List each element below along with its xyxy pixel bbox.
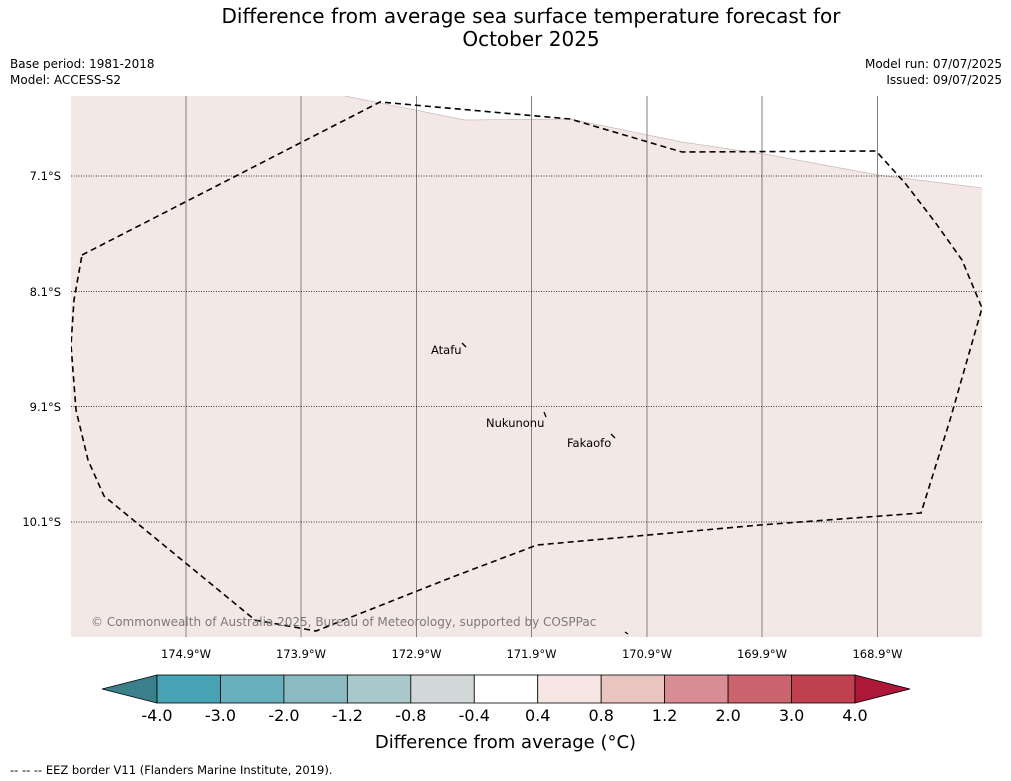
colorbar: -4.0 -3.0 -2.0 -1.2 -0.8 -0.4 0.4 0.8 1.2 2.0 3.0 4… <box>101 674 911 725</box>
lon-label: 171.9°W <box>506 647 556 661</box>
colorbar-tick-label: 0.4 <box>525 706 550 725</box>
colorbar-segment <box>346 674 412 704</box>
fakaofo-island <box>610 433 616 439</box>
base-period: Base period: 1981-2018 <box>10 57 155 71</box>
colorbar-under-arrow <box>101 674 158 704</box>
colorbar-tick-label: -1.2 <box>332 706 363 725</box>
colorbar-segment <box>664 674 729 704</box>
lon-label: 174.9°W <box>161 647 211 661</box>
colorbar-label: Difference from average (°C) <box>374 732 637 753</box>
colorbar-tick-label: -2.0 <box>268 706 299 725</box>
masked-region <box>71 96 982 188</box>
colorbar-tick-label: -4.0 <box>141 706 172 725</box>
colorbar-segment <box>537 674 602 704</box>
colorbar-segments <box>156 674 856 704</box>
model-run: Model run: 07/07/2025 <box>864 57 1002 71</box>
lon-label: 173.9°W <box>276 647 326 661</box>
latitude-gridlines <box>71 175 982 523</box>
atafu-island <box>461 342 467 348</box>
colorbar-tick-label: -0.4 <box>459 706 490 725</box>
longitude-gridlines <box>185 96 878 637</box>
issued-date: Issued: 09/07/2025 <box>886 73 1002 87</box>
nukunonu-island <box>543 411 547 418</box>
data-edge <box>344 96 982 189</box>
colorbar-segment <box>727 674 792 704</box>
lon-label: 172.9°W <box>391 647 441 661</box>
colorbar-segment <box>283 674 348 704</box>
colorbar-segment <box>220 674 285 704</box>
islet-marker <box>624 631 629 635</box>
place-fakaofo: Fakaofo <box>567 436 611 450</box>
colorbar-tick-label: 3.0 <box>779 706 804 725</box>
colorbar-tick-label: -0.8 <box>395 706 426 725</box>
eez-legend-note: -- -- -- EEZ border V11 (Flanders Marine… <box>10 763 333 777</box>
lat-label: 7.1°S <box>30 169 61 183</box>
colorbar-segment <box>410 674 475 704</box>
longitude-labels: 174.9°W 173.9°W 172.9°W 171.9°W 170.9°W … <box>161 647 903 661</box>
eez-border <box>71 101 982 632</box>
colorbar-ticks: -4.0 -3.0 -2.0 -1.2 -0.8 -0.4 0.4 0.8 1.2 2.0 3.0 4… <box>141 706 867 725</box>
map-title: Difference from average sea surface temp… <box>0 5 1011 51</box>
lat-label: 10.1°S <box>22 515 61 529</box>
lon-label: 170.9°W <box>622 647 672 661</box>
colorbar-tick-label: 0.8 <box>588 706 613 725</box>
lon-label: 168.9°W <box>852 647 902 661</box>
title-line-2: October 2025 <box>462 27 600 51</box>
map-area: Atafu Nukunonu Fakaofo © Commonwealth of… <box>71 96 982 637</box>
colorbar-segment <box>600 674 666 704</box>
colorbar-tick-label: 4.0 <box>842 706 867 725</box>
colorbar-segment <box>473 674 539 704</box>
sea-anomaly-field <box>71 96 982 637</box>
colorbar-tick-label: 2.0 <box>715 706 740 725</box>
colorbar-tick-label: 1.2 <box>652 706 677 725</box>
title-line-1: Difference from average sea surface temp… <box>221 4 841 28</box>
meta-right: Model run: 07/07/2025 Issued: 09/07/2025 <box>865 56 1002 88</box>
copyright-notice: © Commonwealth of Australia 2025, Bureau… <box>91 615 596 629</box>
place-atafu: Atafu <box>431 343 462 357</box>
colorbar-segment <box>791 674 856 704</box>
lat-label: 8.1°S <box>30 285 61 299</box>
colorbar-tick-label: -3.0 <box>205 706 236 725</box>
colorbar-segment <box>156 674 221 704</box>
lat-label: 9.1°S <box>30 400 61 414</box>
place-nukunonu: Nukunonu <box>486 416 544 430</box>
lon-label: 169.9°W <box>737 647 787 661</box>
meta-left: Base period: 1981-2018 Model: ACCESS-S2 <box>10 56 155 88</box>
model-name: Model: ACCESS-S2 <box>10 73 122 87</box>
colorbar-over-arrow <box>854 674 911 704</box>
latitude-labels: 7.1°S 8.1°S 9.1°S 10.1°S <box>22 169 61 529</box>
